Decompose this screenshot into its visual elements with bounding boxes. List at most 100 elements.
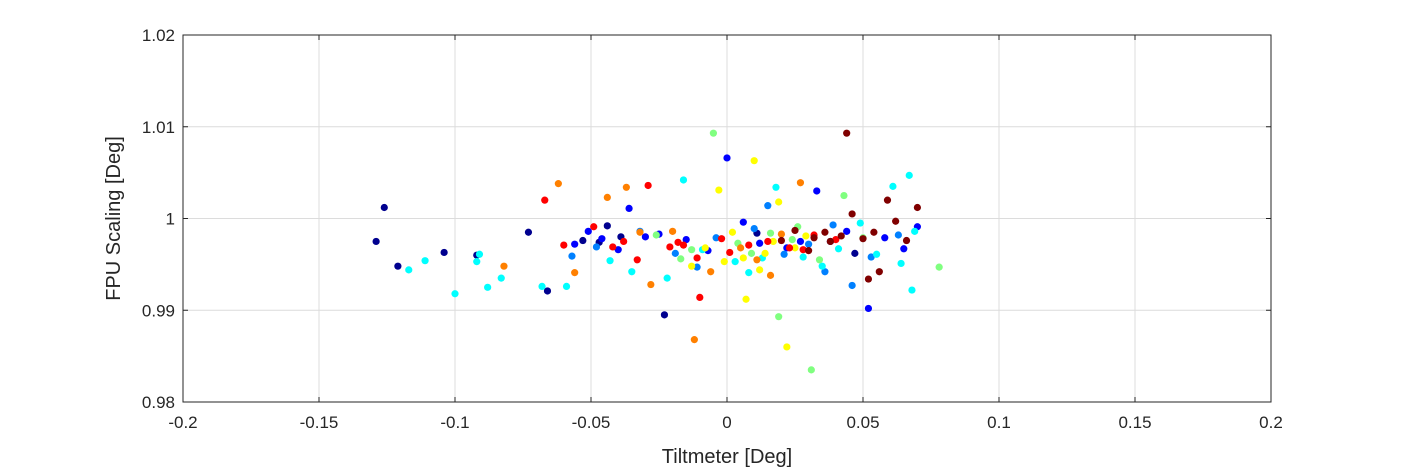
- data-point: [737, 244, 745, 252]
- data-point: [451, 290, 459, 298]
- data-point: [380, 203, 388, 212]
- data-point: [562, 282, 571, 290]
- data-point: [677, 255, 685, 263]
- data-point: [753, 256, 761, 264]
- data-point: [663, 274, 671, 282]
- data-point: [622, 183, 630, 191]
- data-point: [848, 281, 856, 290]
- data-point: [775, 313, 783, 321]
- data-point: [777, 236, 786, 245]
- data-point: [674, 238, 682, 246]
- x-tick-label: 0.05: [846, 413, 879, 432]
- data-point: [568, 252, 576, 260]
- data-point: [889, 182, 897, 190]
- data-point: [644, 181, 652, 190]
- x-tick-label: 0.1: [987, 413, 1011, 432]
- data-point: [728, 228, 737, 236]
- data-point: [791, 226, 799, 235]
- data-point: [750, 157, 758, 165]
- data-points: [372, 129, 943, 374]
- data-point: [848, 210, 856, 218]
- data-point: [696, 293, 704, 302]
- data-point: [603, 193, 611, 201]
- data-point: [785, 244, 794, 252]
- data-point: [636, 228, 644, 236]
- data-point: [590, 223, 598, 231]
- data-point: [693, 263, 701, 271]
- data-point: [796, 179, 805, 187]
- data-point: [579, 236, 587, 245]
- data-point: [892, 217, 900, 225]
- data-point: [606, 257, 614, 265]
- data-point: [769, 237, 777, 246]
- data-point: [633, 256, 641, 264]
- data-point: [900, 245, 908, 253]
- data-point: [625, 204, 633, 213]
- data-point: [894, 231, 902, 239]
- data-point: [864, 304, 873, 313]
- y-tick-label: 1.02: [142, 26, 175, 45]
- data-point: [641, 233, 650, 241]
- data-point: [726, 248, 734, 257]
- data-point: [715, 186, 723, 194]
- data-point: [603, 222, 611, 230]
- data-point: [756, 266, 764, 274]
- y-tick-labels: 0.98 0.99 1 1.01 1.02: [142, 26, 175, 412]
- y-tick-label: 0.99: [142, 301, 175, 320]
- data-point: [394, 262, 402, 270]
- grid: [182, 34, 1272, 403]
- data-point: [843, 227, 851, 235]
- data-point: [870, 228, 878, 236]
- data-point: [783, 343, 791, 351]
- data-point: [810, 234, 818, 242]
- data-point: [775, 198, 783, 206]
- data-point: [772, 183, 780, 191]
- data-point: [682, 236, 690, 244]
- data-point: [764, 237, 772, 246]
- data-point: [679, 176, 688, 184]
- data-point: [609, 243, 617, 251]
- data-point: [669, 227, 677, 235]
- data-point: [671, 249, 679, 257]
- data-point: [571, 269, 579, 277]
- data-point: [766, 271, 775, 279]
- data-point: [666, 243, 674, 251]
- data-point: [813, 187, 821, 195]
- data-point: [805, 247, 813, 255]
- data-point: [818, 262, 826, 270]
- data-point: [620, 237, 628, 246]
- data-point: [660, 311, 669, 319]
- data-point: [756, 239, 764, 247]
- data-point: [717, 235, 726, 243]
- data-point: [875, 268, 883, 276]
- data-point: [688, 246, 696, 254]
- x-axis-label: Tiltmeter [Deg]: [662, 446, 792, 468]
- data-point: [690, 336, 698, 344]
- data-point: [908, 286, 916, 294]
- data-point: [832, 236, 840, 244]
- data-point: [571, 240, 579, 248]
- data-point: [788, 236, 796, 244]
- data-point: [405, 266, 413, 274]
- data-point: [805, 240, 813, 248]
- data-point: [679, 241, 688, 249]
- data-point: [723, 154, 731, 162]
- data-point: [541, 196, 549, 204]
- data-point: [647, 280, 655, 289]
- data-point: [720, 258, 728, 266]
- x-tick-label: 0.2: [1259, 413, 1283, 432]
- data-point: [851, 249, 859, 257]
- data-point: [829, 221, 837, 229]
- data-point: [883, 196, 892, 204]
- data-point: [709, 129, 718, 137]
- data-point: [592, 243, 601, 251]
- data-point: [524, 228, 533, 236]
- data-point: [652, 231, 660, 239]
- y-tick-label: 1.01: [142, 118, 175, 137]
- data-point: [796, 237, 805, 246]
- data-point: [628, 268, 636, 276]
- data-point: [484, 283, 492, 291]
- data-point: [905, 171, 913, 179]
- data-point: [843, 129, 851, 137]
- data-point: [764, 202, 772, 210]
